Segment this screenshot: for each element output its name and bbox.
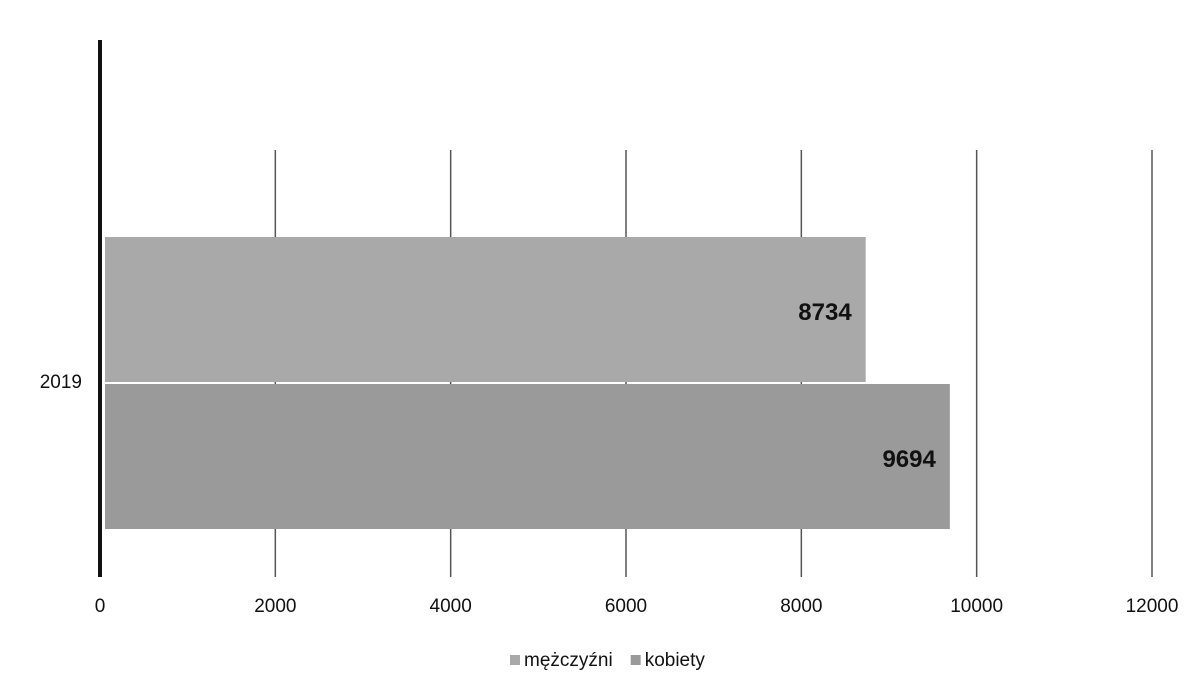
x-tick-label: 12000	[1126, 596, 1179, 617]
x-tick-label: 0	[95, 596, 106, 617]
y-tick-label: 2019	[40, 372, 82, 393]
x-tick-label: 10000	[950, 596, 1003, 617]
bar	[105, 384, 950, 529]
x-tick-label: 6000	[605, 596, 647, 617]
legend-label: kobiety	[645, 650, 706, 671]
x-tick-label: 2000	[254, 596, 296, 617]
bar	[105, 237, 866, 382]
x-tick-label: 4000	[430, 596, 472, 617]
data-label: 8734	[798, 299, 852, 326]
legend-label: mężczyźni	[524, 650, 613, 671]
legend-swatch	[510, 655, 520, 665]
data-label: 9694	[882, 446, 936, 473]
x-tick-label: 8000	[780, 596, 822, 617]
legend-swatch	[630, 655, 641, 665]
